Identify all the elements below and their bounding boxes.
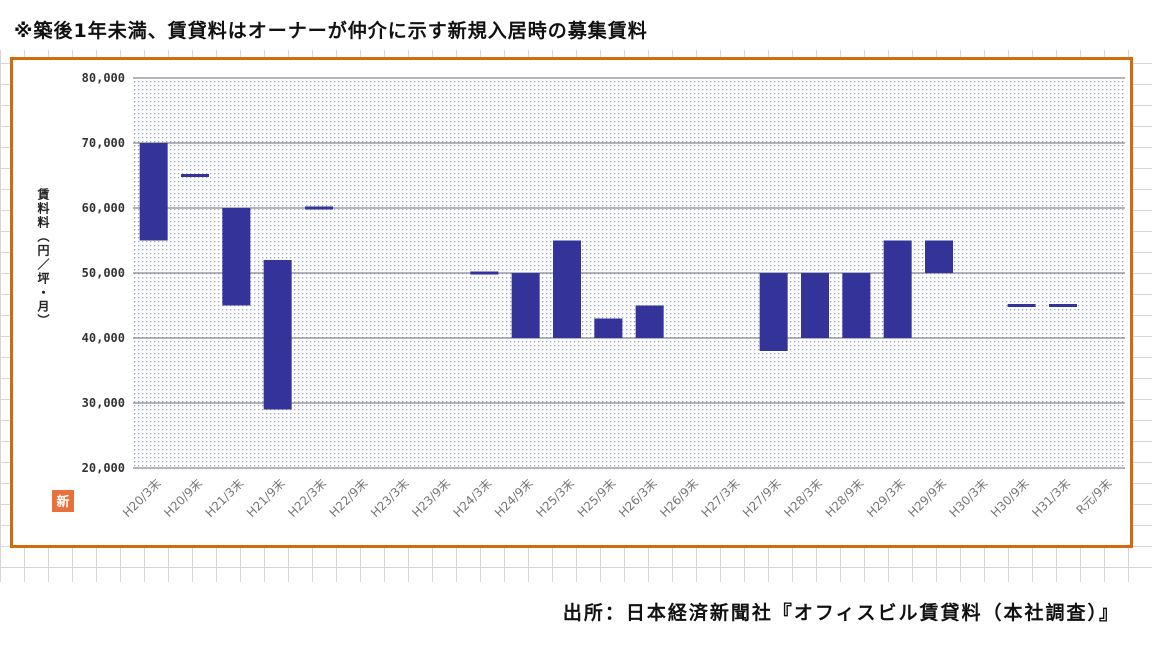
x-tick-label: H29/9末 [905,476,949,520]
range-bar [635,305,664,338]
x-tick-label: R元/9末 [1073,476,1114,517]
range-bar [139,143,168,241]
y-tick-label: 80,000 [82,71,125,85]
range-bar [594,318,623,338]
range-bar [470,271,499,275]
x-tick-label: H26/9末 [657,476,701,520]
range-bar [925,240,953,273]
gridlines [133,77,1125,469]
range-bar [553,240,581,338]
chart-frame: 20,000 30,000 40,000 50,000 60,000 70,000 80,0… [10,57,1133,548]
x-tick-label: H21/9末 [244,476,288,520]
y-tick-label: 40,000 [82,331,125,345]
x-tick-label: H20/9末 [161,476,205,520]
y-tick-label: 30,000 [82,396,125,410]
y-tick-label: 20,000 [82,461,125,475]
x-axis-ticks: H20/3末H20/9末H21/3末H21/9末H22/3末H22/9末H23/… [120,476,1114,520]
x-tick-label: H25/3末 [533,476,577,520]
x-tick-label: H27/3末 [699,476,743,520]
range-bar [883,240,912,338]
note-text: ※築後1年未満、賃貸料はオーナーが仲介に示す新規入居時の募集賃料 [14,20,648,42]
x-tick-label: H28/3末 [781,476,825,520]
badge-background [52,490,74,512]
y-tick-label: 70,000 [82,136,125,150]
range-bar [801,273,829,338]
x-tick-label: H27/9末 [740,476,784,520]
new-badge: 新 [52,490,74,512]
x-tick-label: H22/3末 [285,476,329,520]
bars [139,143,1077,410]
range-bar [842,273,871,338]
x-tick-label: H22/9末 [327,476,371,520]
x-tick-label: H29/3末 [864,476,908,520]
rent-range-chart: 20,000 30,000 40,000 50,000 60,000 70,000 80,0… [36,71,1125,520]
x-tick-label: H23/9末 [409,476,453,520]
y-tick-label: 50,000 [82,266,125,280]
range-bar [222,208,251,306]
x-tick-label: H23/3末 [368,476,412,520]
badge-label: 新 [56,494,69,510]
x-tick-label: H28/9末 [823,476,867,520]
x-tick-label: H24/3末 [451,476,495,520]
range-bar [1007,304,1036,307]
x-tick-label: H30/9末 [988,476,1032,520]
y-tick-label: 60,000 [82,201,125,215]
x-tick-label: H26/3末 [616,476,660,520]
y-axis-label: 賃料料（円／坪・月） [36,187,50,328]
range-bar [1049,304,1077,307]
x-tick-label: H24/9末 [492,476,536,520]
range-bar [181,174,209,177]
range-bar [263,260,292,410]
x-tick-label: H25/9末 [575,476,619,520]
source-text: 出所：日本経済新聞社『オフィスビル賃貸料（本社調査）』 [562,602,1120,624]
x-tick-label: H21/3末 [203,476,247,520]
range-bar [305,206,333,210]
x-tick-label: H30/3末 [947,476,991,520]
range-bar [511,273,540,338]
header-band [0,0,1152,50]
footer-band [0,582,1152,648]
x-tick-label: H31/3末 [1029,476,1073,520]
y-axis-ticks: 20,000 30,000 40,000 50,000 60,000 70,000 80,0… [82,71,125,475]
range-bar [759,273,788,351]
x-tick-label: H20/3末 [120,476,164,520]
